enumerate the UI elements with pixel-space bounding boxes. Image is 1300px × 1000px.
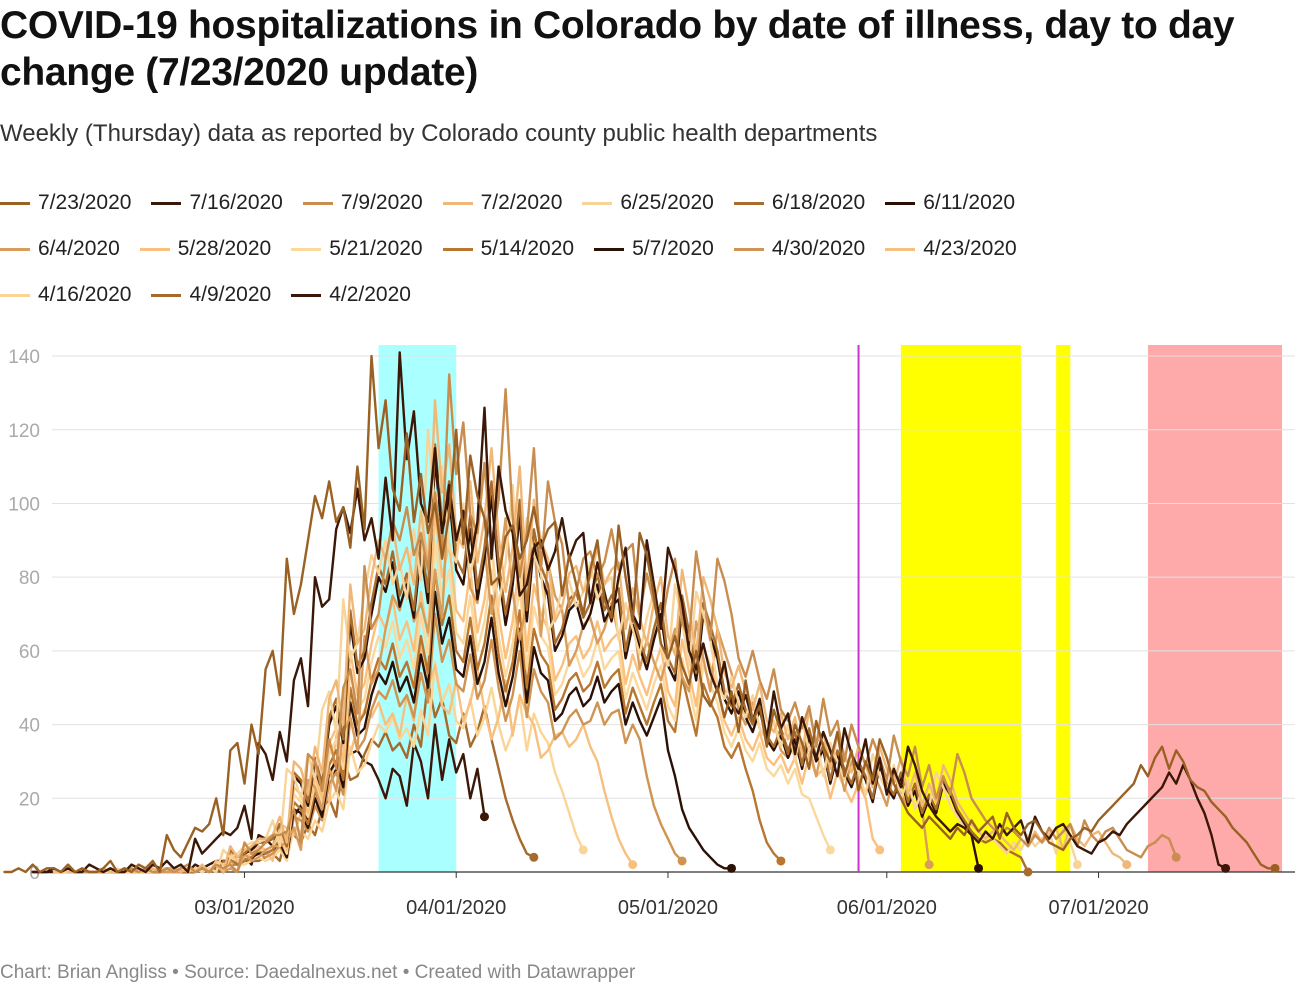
legend-item: 6/25/2020 [582,191,714,215]
chart-title: COVID-19 hospitalizations in Colorado by… [0,4,1235,94]
legend-item: 7/2/2020 [442,191,563,215]
series-end-dot [1270,863,1280,873]
legend-item: 7/9/2020 [302,191,423,215]
series-end-dot [1171,852,1181,862]
legend-item: 5/7/2020 [594,237,714,261]
x-tick-label: 03/01/2020 [194,897,294,919]
legend-swatch [291,293,322,297]
line-chart: 0 20 40 60 80 100 120 140 03/01/2020 04/01/2020 05… [3,345,1295,919]
series-end-dot [628,860,638,870]
legend-swatch [151,293,182,297]
legend-label: 7/16/2020 [189,191,283,214]
legend-swatch [0,293,30,297]
legend-swatch [442,201,473,205]
legend-swatch [885,247,916,251]
legend-item: 4/16/2020 [0,283,131,307]
chart-subtitle: Weekly (Thursday) data as reported by Co… [0,120,878,147]
series-end-dot [1221,863,1231,873]
legend-swatch [139,247,170,251]
legend-swatch [733,247,764,251]
legend-label: 6/18/2020 [771,191,866,214]
legend-item: 4/9/2020 [151,283,271,307]
legend-label: 7/2/2020 [480,191,563,214]
legend-item: 6/4/2020 [0,237,120,261]
legend-item: 5/14/2020 [442,237,575,261]
x-tick-label: 06/01/2020 [837,897,937,919]
legend-label: 6/4/2020 [38,237,120,260]
legend-swatch [302,201,333,205]
series-end-dot [677,856,687,866]
legend-label: 4/2/2020 [329,283,411,306]
legend-item: 7/16/2020 [151,191,283,215]
legend-row: 4/16/2020 4/9/2020 4/2/2020 [0,272,1300,318]
legend-row: 7/23/2020 7/16/2020 7/9/2020 7/2/2020 6/… [0,180,1300,226]
y-tick-label: 40 [19,716,40,737]
legend-label: 4/23/2020 [923,237,1017,260]
y-tick-label: 80 [19,568,40,589]
legend-item: 7/23/2020 [0,191,131,215]
y-tick-label: 140 [8,347,40,368]
series-end-dot [974,863,984,873]
series-end-dot [825,845,835,855]
series-end-dot [875,845,885,855]
legend-label: 5/14/2020 [480,237,575,260]
series-end-dot [1122,860,1132,870]
legend-item: 4/23/2020 [885,237,1017,261]
legend-swatch [151,201,182,205]
y-tick-label: 100 [8,494,40,515]
series-line [31,351,1227,874]
legend-swatch [291,247,322,251]
legend-label: 6/11/2020 [923,191,1016,214]
legend-swatch [0,201,30,205]
legend-label: 5/28/2020 [177,237,272,260]
legend-swatch [594,247,625,251]
y-tick-label: 120 [8,421,40,442]
legend: 7/23/2020 7/16/2020 7/9/2020 7/2/2020 6/… [0,180,1300,318]
legend-swatch [0,247,30,251]
y-tick-label: 20 [19,789,40,810]
y-tick-label: 0 [29,863,40,884]
legend-label: 7/9/2020 [340,191,423,214]
series-end-dot [726,863,736,873]
legend-swatch [582,201,613,205]
series-end-dot [578,845,588,855]
series-line [80,373,1178,874]
series-end-dot [479,812,489,822]
highlight-band [1056,345,1071,872]
legend-swatch [885,201,916,205]
series-end-dot [529,852,539,862]
chart-footer: Chart: Brian Angliss • Source: Daedalnex… [0,962,636,983]
x-tick-label: 04/01/2020 [406,897,506,919]
legend-swatch [442,247,473,251]
legend-label: 5/21/2020 [329,237,423,260]
legend-item: 4/2/2020 [291,283,411,307]
legend-label: 7/23/2020 [38,191,132,214]
x-tick-label: 07/01/2020 [1048,897,1148,919]
legend-item: 4/30/2020 [733,237,866,261]
series-line [66,443,1030,874]
legend-label: 5/7/2020 [632,237,714,260]
legend-item: 6/18/2020 [733,191,866,215]
legend-label: 6/25/2020 [620,191,714,214]
legend-label: 4/30/2020 [771,237,866,260]
legend-item: 5/28/2020 [139,237,272,261]
y-tick-label: 60 [19,642,40,663]
series-end-dot [1023,867,1033,877]
legend-label: 4/16/2020 [38,283,132,306]
series-line [59,428,1079,874]
series-line [3,354,1277,874]
series-end-dot [924,860,934,870]
series-end-dot [776,856,786,866]
legend-swatch [733,201,764,205]
series-end-dot [1072,860,1082,870]
legend-label: 4/9/2020 [189,283,272,306]
legend-row: 6/4/2020 5/28/2020 5/21/2020 5/14/2020 5… [0,226,1300,272]
legend-item: 6/11/2020 [885,191,1015,215]
highlight-band [1147,345,1283,872]
x-tick-label: 05/01/2020 [618,897,718,919]
legend-item: 5/21/2020 [291,237,423,261]
